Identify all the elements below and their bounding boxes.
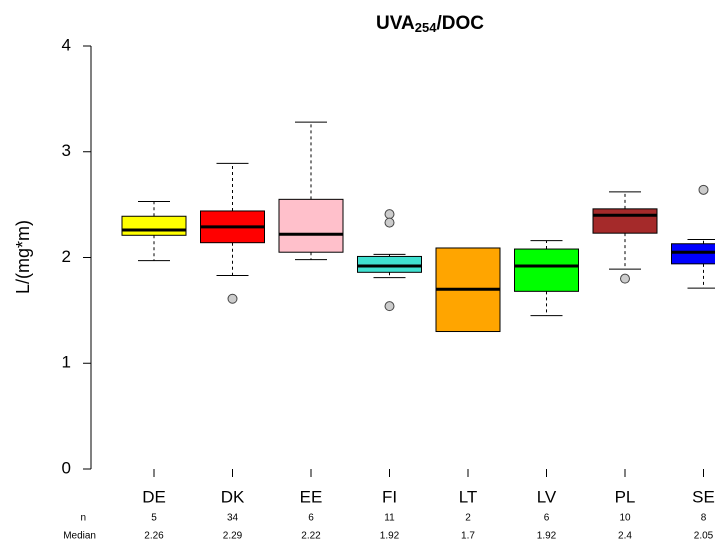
median-value: 1.7 [461,531,475,542]
x-tick-label: FI [382,487,397,506]
title-main: UVA [376,13,415,34]
outlier [384,217,395,228]
y-tick-label: 3 [62,141,71,160]
box [671,243,715,265]
outlier [698,184,709,195]
outlier [384,301,395,312]
x-tick-label: PL [615,487,636,506]
x-tick-label: LV [537,487,557,506]
y-tick-label: 4 [62,35,71,54]
box [514,248,579,292]
n-value: 5 [151,513,157,524]
median-value: 1.92 [380,531,400,542]
median-value: 1.92 [537,531,557,542]
median-value: 2.05 [694,531,714,542]
n-value: 34 [227,513,239,524]
outlier [227,293,238,304]
chart-title: UVA254/DOC [376,13,484,35]
box [278,198,344,253]
outlier [384,209,395,220]
median-row-label: Median [63,531,96,542]
box [357,255,422,273]
y-tick-label: 0 [62,458,71,477]
median-value: 2.29 [223,531,243,542]
n-value: 10 [619,513,631,524]
n-value: 11 [384,513,395,524]
y-tick-label: 2 [62,247,71,266]
n-row-label: n [80,513,86,524]
x-tick-label: DE [142,487,166,506]
median-value: 2.26 [144,531,164,542]
median-value: 2.22 [301,531,321,542]
box [592,208,658,234]
box [121,215,187,236]
title-suffix: /DOC [436,13,484,34]
outlier [620,273,630,284]
title-subscript: 254 [415,20,437,35]
y-tick-label: 1 [62,353,71,372]
x-tick-label: EE [300,487,323,506]
y-axis-label: L/(mg*m) [13,220,33,294]
n-value: 6 [544,513,550,524]
x-tick-label: LT [459,487,478,506]
x-tick-label: DK [221,487,245,506]
x-tick-label: SE [692,487,715,506]
n-value: 8 [701,513,707,524]
median-value: 2.4 [618,531,632,542]
n-value: 2 [465,513,471,524]
n-value: 6 [308,513,314,524]
